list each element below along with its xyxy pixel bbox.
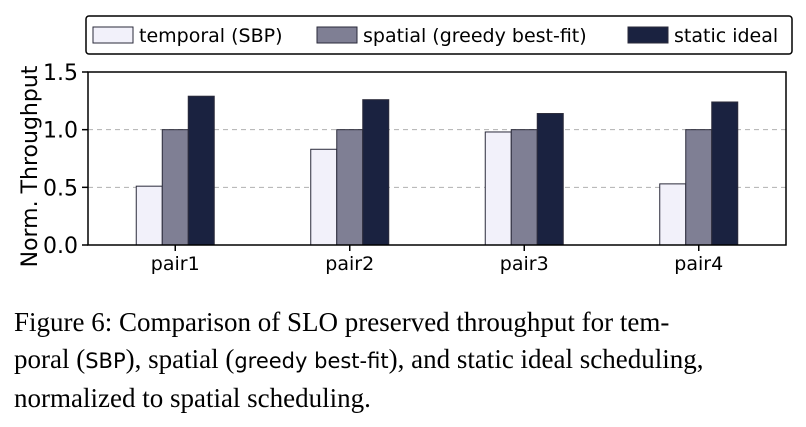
legend: temporal (SBP) spatial (greedy best-fit) s… (85, 15, 793, 55)
y-tick-label: 0.0 (43, 234, 78, 259)
x-tick-label: pair4 (674, 253, 723, 275)
y-tick-label: 1.0 (43, 119, 78, 144)
legend-label: spatial (greedy best-fit) (363, 25, 587, 47)
legend-swatch (316, 26, 358, 44)
y-axis-title: Norm. Throughput (18, 65, 43, 267)
figure-caption: Figure 6: Comparison of SLO preserved th… (14, 304, 798, 417)
bar-pair3-series-2 (536, 113, 564, 246)
caption-line-2: poral (SBP), spatial (greedy best-fit), … (14, 341, 798, 380)
legend-label: temporal (SBP) (139, 25, 282, 47)
caption-text: ), and static ideal scheduling, (388, 344, 704, 374)
bar-chart: 0.0 0.5 1.0 1.5 pair1 pair2 pair3 pair4 Norm. … (18, 15, 793, 275)
x-tick-label: pair3 (500, 253, 549, 275)
bar-pair2-series-0 (310, 148, 338, 246)
bars (135, 95, 739, 246)
legend-swatch (92, 26, 134, 44)
caption-text: Figure 6: Comparison of SLO preserved th… (14, 307, 670, 337)
plot-frame (87, 71, 787, 246)
caption-text: poral ( (14, 344, 86, 374)
caption-text: normalized to spatial scheduling. (14, 383, 371, 413)
bar-pair2-series-1 (336, 129, 364, 246)
x-tick-label: pair2 (325, 253, 374, 275)
caption-line-1: Figure 6: Comparison of SLO preserved th… (14, 304, 798, 341)
caption-greedy-best-fit: greedy best-fit (234, 349, 389, 373)
y-axis-ticks: 0.0 0.5 1.0 1.5 (43, 61, 88, 259)
bar-pair4-series-2 (711, 101, 739, 246)
x-tick-label: pair1 (151, 253, 200, 275)
caption-line-3: normalized to spatial scheduling. (14, 380, 798, 417)
y-tick-label: 1.5 (43, 61, 78, 86)
x-axis-labels: pair1 pair2 pair3 pair4 (151, 245, 723, 275)
legend-label: static ideal (674, 25, 778, 47)
bar-pair1-series-1 (161, 129, 189, 246)
caption-sbp: SBP (85, 349, 126, 373)
legend-swatch (627, 26, 669, 44)
bar-pair3-series-1 (510, 129, 538, 246)
chart: 0.0 0.5 1.0 1.5 pair1 pair2 pair3 pair4 Norm. … (18, 15, 793, 275)
bar-pair4-series-1 (685, 129, 713, 246)
bar-pair2-series-2 (362, 99, 390, 246)
legend-box (85, 15, 793, 55)
bar-pair4-series-0 (659, 183, 687, 246)
bar-pair1-series-0 (135, 185, 163, 246)
bar-pair3-series-0 (484, 131, 512, 246)
y-tick-label: 0.5 (43, 176, 78, 201)
caption-text: ), spatial ( (125, 344, 235, 374)
bar-pair1-series-2 (187, 95, 215, 246)
